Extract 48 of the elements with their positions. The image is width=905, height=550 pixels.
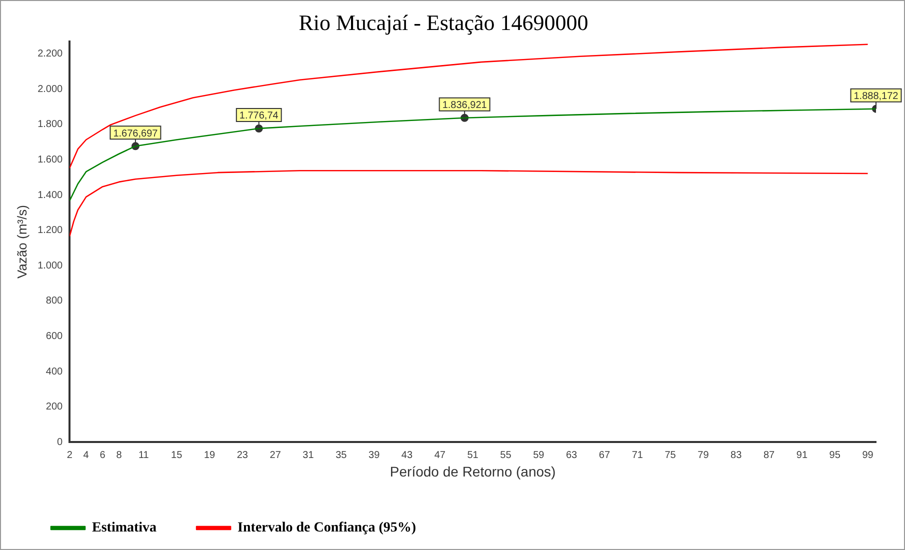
x-tick-label: 6 <box>100 450 106 461</box>
x-tick-label: 51 <box>467 450 479 461</box>
x-tick-label: 39 <box>368 450 380 461</box>
x-tick-label: 75 <box>664 450 676 461</box>
x-tick-label: 95 <box>829 450 841 461</box>
x-tick-label: 67 <box>598 450 610 461</box>
y-tick-label: 2.200 <box>38 48 64 60</box>
x-tick-label: 19 <box>204 450 216 461</box>
legend-label: Estimativa <box>92 520 157 536</box>
data-label: 1.676,697 <box>113 128 158 140</box>
y-tick-label: 1.200 <box>38 225 64 236</box>
chart-title: Rio Mucajaí - Estação 14690000 <box>298 10 588 35</box>
x-tick-label: 99 <box>862 450 874 461</box>
x-tick-label: 91 <box>796 450 808 461</box>
x-tick-label: 15 <box>171 450 183 461</box>
x-tick-label: 83 <box>730 450 742 461</box>
x-tick-label: 11 <box>138 450 150 461</box>
y-tick-label: 2.000 <box>38 84 64 95</box>
x-tick-label: 71 <box>632 450 644 461</box>
x-tick-label: 87 <box>763 450 776 461</box>
x-tick-label: 55 <box>500 450 512 461</box>
x-tick-label: 47 <box>434 450 446 461</box>
y-tick-label: 400 <box>46 366 64 378</box>
y-tick-label: 0 <box>57 436 64 448</box>
legend-label: Intervalo de Confiança (95%) <box>238 520 416 536</box>
x-tick-label: 8 <box>116 450 122 461</box>
y-axis-title: Vazão (m³/s) <box>14 205 30 279</box>
x-tick-label: 2 <box>66 450 73 461</box>
y-tick-label: 200 <box>46 402 64 413</box>
x-tick-label: 59 <box>533 450 545 461</box>
x-axis-title: Período de Retorno (anos) <box>390 463 556 480</box>
y-tick-label: 1.800 <box>38 119 64 130</box>
y-tick-label: 1.600 <box>38 154 64 166</box>
y-tick-label: 600 <box>46 331 64 342</box>
data-label: 1.836,921 <box>442 100 488 112</box>
data-label: 1.776,74 <box>239 110 279 122</box>
x-tick-label: 27 <box>270 450 282 461</box>
x-tick-label: 31 <box>302 450 314 461</box>
x-tick-label: 79 <box>698 450 710 461</box>
x-tick-label: 35 <box>336 450 348 461</box>
data-label: 1.888,172 <box>854 91 899 102</box>
y-tick-label: 1.400 <box>38 190 64 201</box>
x-tick-label: 63 <box>566 450 578 461</box>
x-tick-label: 23 <box>236 450 248 461</box>
y-tick-label: 800 <box>46 296 64 307</box>
y-tick-label: 1.000 <box>38 260 64 272</box>
x-tick-label: 43 <box>401 450 413 461</box>
x-tick-label: 4 <box>83 450 90 461</box>
